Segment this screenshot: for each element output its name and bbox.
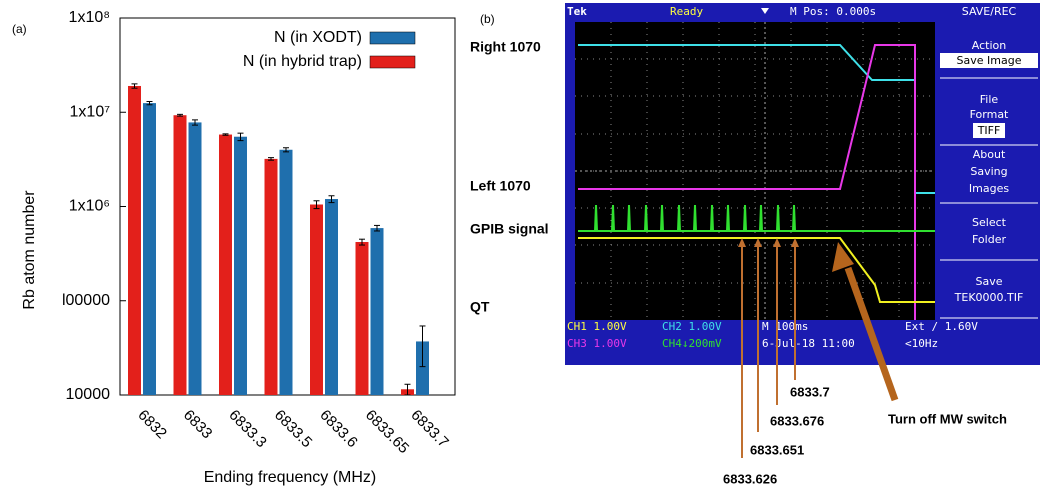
status-text: CH4↓200mV [662, 337, 722, 350]
bar [356, 242, 369, 395]
status-text: Ext ∕ 1.60V [905, 320, 978, 333]
annotation: 6833.651 [750, 442, 804, 457]
x-axis-label: Ending frequency (MHz) [204, 469, 377, 486]
channel-label: GPIB signal [470, 221, 549, 237]
menu-item: TEK0000.TIF [954, 291, 1024, 304]
bar [325, 199, 338, 395]
y-tick-label: l00000 [62, 292, 110, 309]
oscilloscope: Tek Ready M Pos: 0.000s SAVE/REC Action … [565, 3, 1040, 365]
x-tick-label: 6833 [180, 407, 216, 443]
channel-label: Left 1070 [470, 178, 531, 194]
bar [219, 135, 232, 395]
menu-title: SAVE/REC [962, 5, 1017, 18]
y-axis-label: Rb atom number [21, 190, 38, 310]
bar [371, 228, 384, 395]
figure: (a) Ending frequency (MHz) Rb atom numbe… [0, 0, 1048, 488]
menu-item: About [973, 148, 1006, 161]
status-text: CH2 1.00V [662, 320, 722, 333]
scope-status: M Pos: 0.000s [790, 5, 876, 18]
x-tick-label: 6832 [134, 407, 170, 443]
menu-item: Folder [972, 233, 1006, 246]
x-tick-label: 6833.6 [316, 407, 360, 451]
menu-item: Format [970, 108, 1009, 121]
annotation: 6833.676 [770, 413, 824, 428]
menu-item[interactable]: Select [972, 216, 1007, 229]
menu-item[interactable]: TIFF [977, 124, 1001, 137]
menu-item: File [980, 93, 999, 106]
y-tick-label: 1x10⁷ [70, 103, 111, 120]
bar [189, 122, 202, 395]
bar [310, 205, 323, 395]
x-tick-label: 6833.5 [271, 407, 315, 451]
bar [174, 115, 187, 395]
bar [265, 159, 278, 395]
panel-label: (b) [480, 12, 495, 26]
legend-label: N (in XODT) [274, 29, 362, 46]
status-text: <10Hz [905, 337, 938, 350]
annotation: 6833.7 [790, 384, 830, 399]
legend-swatch [370, 32, 415, 44]
x-tick-label: 6833.7 [407, 407, 451, 451]
menu-item[interactable]: Save Image [957, 54, 1022, 67]
menu-item[interactable]: Save [975, 275, 1002, 288]
status-text: M 100ms [762, 320, 808, 333]
legend-label: N (in hybrid trap) [243, 53, 362, 70]
status-text: 6-Jul-18 11:00 [762, 337, 855, 350]
menu-item: Images [969, 182, 1009, 195]
scope-status: Ready [670, 5, 703, 18]
y-tick-label: 10000 [66, 386, 111, 403]
x-tick-label: 6833.3 [225, 407, 269, 451]
legend-swatch [370, 56, 415, 68]
channel-label: Right 1070 [470, 39, 541, 55]
channel-label: QT [470, 299, 490, 315]
bar [280, 150, 293, 395]
y-tick-label: 1x10⁶ [69, 198, 110, 215]
scope-brand: Tek [567, 5, 587, 18]
status-text: CH3 1.00V [567, 337, 627, 350]
annotation: Turn off MW switch [888, 411, 1007, 426]
status-text: CH1 1.00V [567, 320, 627, 333]
menu-item: Action [972, 39, 1006, 52]
annotation: 6833.626 [723, 471, 777, 486]
bar [128, 86, 141, 395]
bar [234, 137, 247, 395]
panel-label: (a) [12, 22, 27, 36]
menu-item: Saving [970, 165, 1007, 178]
y-tick-label: 1x10⁸ [69, 9, 110, 26]
bar [143, 103, 156, 395]
x-tick-label: 6833.65 [362, 407, 412, 457]
